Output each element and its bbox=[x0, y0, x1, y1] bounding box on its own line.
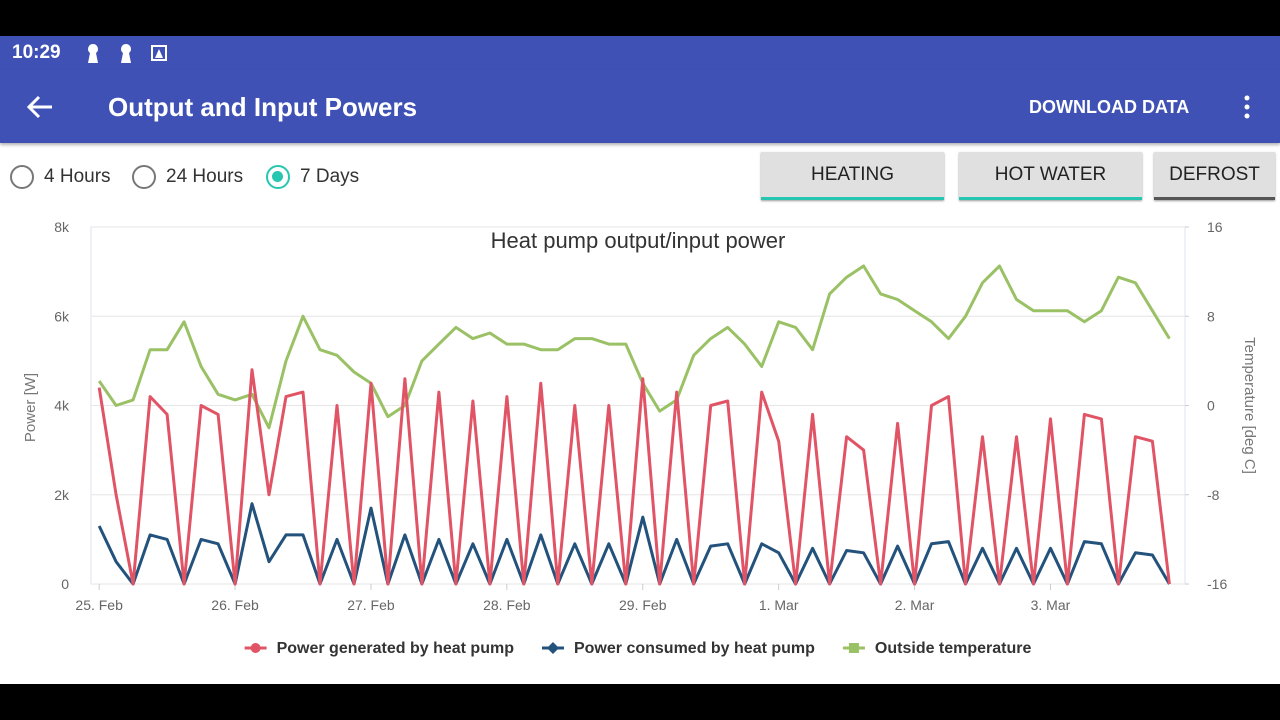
legend-item: Outside temperature bbox=[842, 640, 1032, 657]
legend-item: Power generated by heat pump bbox=[244, 640, 515, 657]
tab-button[interactable]: HEATING bbox=[761, 152, 944, 200]
y2-axis-label: Temperature [deg C] bbox=[1241, 337, 1258, 474]
radio-label: 24 Hours bbox=[166, 166, 244, 187]
y-tick-label: 6k bbox=[54, 308, 70, 324]
app-title: Output and Input Powers bbox=[108, 92, 418, 122]
radio-dot bbox=[132, 165, 156, 189]
series-line bbox=[97, 264, 1171, 430]
x-tick-label: 1. Mar bbox=[759, 597, 799, 613]
series-line bbox=[97, 502, 1171, 586]
y2-tick-label: 16 bbox=[1207, 219, 1223, 235]
y-tick-label: 8k bbox=[54, 219, 70, 235]
chart-title: Heat pump output/input power bbox=[491, 228, 786, 253]
x-tick-label: 26. Feb bbox=[211, 597, 259, 613]
legend-label: Power generated by heat pump bbox=[277, 640, 515, 657]
radio-dot bbox=[10, 165, 34, 189]
legend-item: Power consumed by heat pump bbox=[541, 640, 815, 657]
app-bar: Output and Input Powers DOWNLOAD DATA bbox=[0, 70, 1280, 143]
legend-marker bbox=[250, 643, 261, 653]
radio-dot bbox=[266, 165, 290, 189]
screen: 10:29 Output and Input Powers DOWNLOAD D… bbox=[0, 36, 1280, 684]
legend-marker bbox=[848, 643, 859, 653]
overflow-menu[interactable] bbox=[1240, 94, 1254, 120]
clock: 10:29 bbox=[12, 42, 61, 63]
back-button[interactable] bbox=[26, 94, 56, 120]
legend-marker bbox=[546, 642, 559, 654]
download-button[interactable]: DOWNLOAD DATA bbox=[1029, 97, 1190, 117]
chart: 0 2k 4k 6k 8k -16 -8 0 8 16 25. Feb 26. Feb 27. Feb 2… bbox=[22, 219, 1258, 657]
tab-button[interactable]: HOT WATER bbox=[959, 152, 1142, 200]
y2-tick-label: -8 bbox=[1207, 487, 1220, 503]
series-line bbox=[97, 368, 1171, 586]
y-tick-label: 4k bbox=[54, 398, 70, 414]
legend-label: Outside temperature bbox=[875, 640, 1032, 657]
range-option[interactable]: 4 Hours bbox=[10, 162, 111, 192]
range-option[interactable]: 24 Hours bbox=[132, 162, 243, 192]
x-tick-label: 2. Mar bbox=[895, 597, 935, 613]
y-tick-label: 2k bbox=[54, 487, 70, 503]
radio-label: 4 Hours bbox=[44, 166, 111, 187]
range-option[interactable]: 7 Days bbox=[266, 162, 359, 192]
status-icons bbox=[88, 44, 167, 63]
x-tick-label: 3. Mar bbox=[1031, 597, 1071, 613]
status-bar: 10:29 bbox=[0, 36, 1280, 70]
x-tick-label: 25. Feb bbox=[75, 597, 123, 613]
y2-tick-label: 8 bbox=[1207, 308, 1215, 324]
radio-label: 7 Days bbox=[300, 166, 360, 187]
tab-button[interactable]: DEFROST bbox=[1154, 152, 1275, 200]
y2-tick-label: 0 bbox=[1207, 398, 1215, 414]
y-axis-label: Power [W] bbox=[22, 373, 39, 442]
y-tick-label: 0 bbox=[61, 576, 69, 592]
legend-label: Power consumed by heat pump bbox=[574, 640, 815, 657]
x-tick-label: 27. Feb bbox=[347, 597, 395, 613]
x-tick-label: 29. Feb bbox=[619, 597, 667, 613]
x-tick-label: 28. Feb bbox=[483, 597, 531, 613]
y2-tick-label: -16 bbox=[1207, 576, 1227, 592]
